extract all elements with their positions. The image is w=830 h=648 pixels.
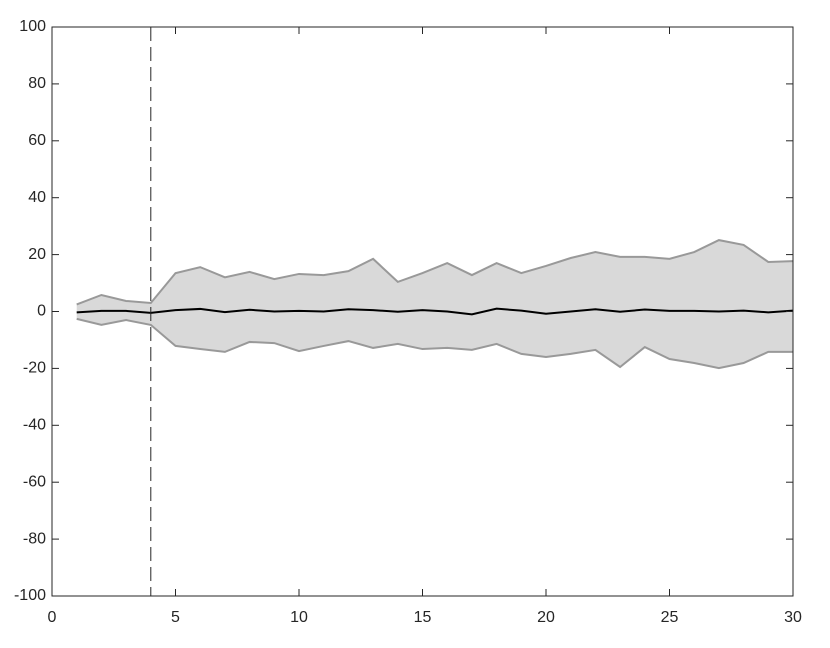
x-tick-label: 15 [414, 609, 432, 626]
y-tick-label: 100 [19, 18, 46, 35]
y-tick-label: -40 [23, 417, 46, 434]
x-tick-label: 5 [171, 609, 180, 626]
y-tick-label: 60 [28, 132, 46, 149]
y-tick-label: 0 [37, 303, 46, 320]
band-area [76, 240, 793, 369]
x-tick-label: 25 [661, 609, 679, 626]
x-tick-label: 10 [290, 609, 308, 626]
x-tick-label: 30 [784, 609, 802, 626]
x-tick-label: 20 [537, 609, 555, 626]
x-tick-label: 0 [48, 609, 57, 626]
y-tick-label: -100 [14, 587, 46, 604]
mean-line [76, 307, 794, 316]
band-lower [76, 317, 793, 370]
y-tick-label: 40 [28, 189, 46, 206]
y-tick-label: 20 [28, 246, 46, 263]
y-tick-label: -80 [23, 530, 46, 547]
y-tick-label: -20 [23, 360, 46, 377]
band-upper [76, 239, 794, 306]
y-tick-label: -60 [23, 473, 46, 490]
y-tick-label: 80 [28, 75, 46, 92]
